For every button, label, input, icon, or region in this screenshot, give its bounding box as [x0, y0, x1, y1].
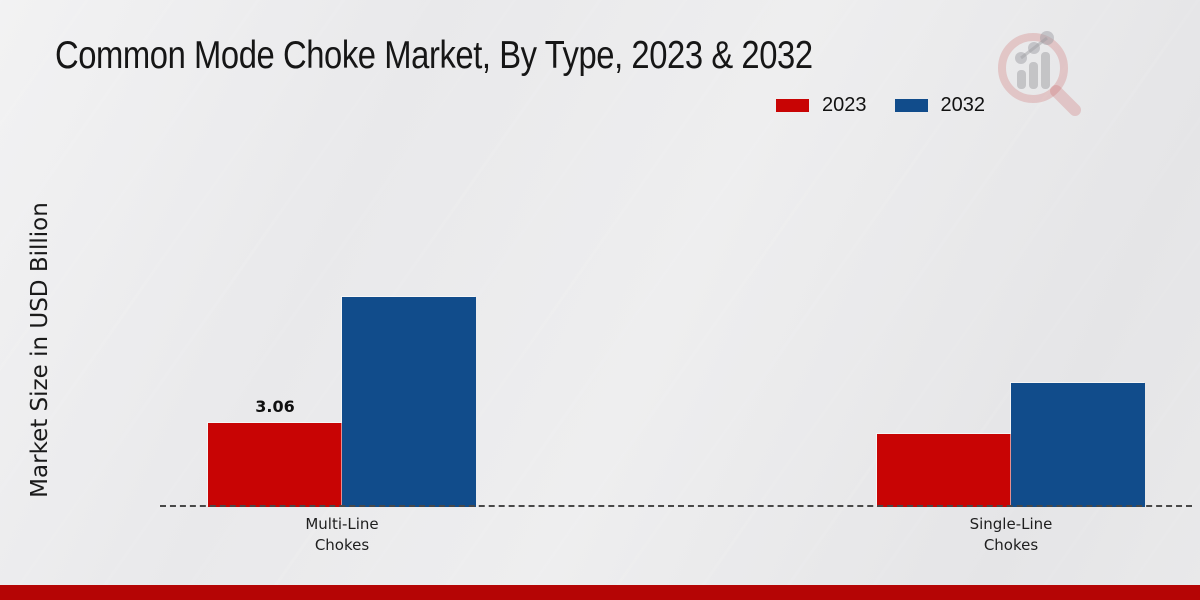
x-axis-baseline [160, 505, 1192, 507]
magnifier-bar-chart-logo-icon [998, 31, 1081, 116]
data-label-2023-group0: 3.06 [255, 397, 295, 416]
legend-label-2032: 2032 [940, 94, 986, 116]
bar-2032-group1 [1011, 383, 1145, 507]
footer-strip [0, 585, 1200, 600]
category-label-0: Multi-Line Chokes [305, 515, 379, 554]
category-label-1: Single-Line Chokes [969, 515, 1053, 554]
bar-2023-group1 [877, 434, 1011, 507]
legend-swatch-2032 [894, 99, 928, 112]
chart-title: Common Mode Choke Market, By Type, 2023 … [55, 34, 813, 77]
legend-item-2032: 2032 [894, 94, 986, 117]
bar-2032-group0 [342, 297, 476, 507]
bar-2023-group0 [208, 423, 342, 507]
legend-label-2023: 2023 [822, 94, 867, 116]
legend: 2023 2032 [776, 94, 985, 117]
legend-item-2023: 2023 [776, 94, 867, 117]
legend-swatch-2023 [776, 99, 809, 112]
